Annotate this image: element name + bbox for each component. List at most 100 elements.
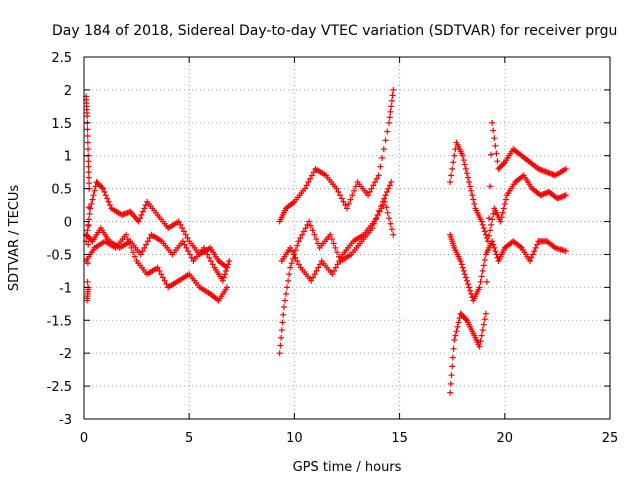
data-point: [351, 187, 358, 194]
data-point: [87, 205, 94, 212]
data-point: [209, 261, 216, 268]
data-point: [480, 262, 487, 269]
data-point: [294, 258, 301, 265]
data-point: [450, 345, 457, 352]
data-point: [307, 222, 314, 229]
data-point: [292, 247, 299, 254]
data-point: [388, 226, 395, 233]
data-point: [99, 185, 106, 192]
data-point: [315, 264, 322, 271]
data-point: [489, 119, 496, 126]
data-point: [302, 225, 309, 232]
data-point: [378, 203, 385, 210]
data-point: [390, 231, 397, 238]
data-point: [98, 184, 105, 191]
y-tick-label: 2.5: [51, 51, 72, 66]
data-point: [448, 372, 455, 379]
data-point: [221, 271, 228, 278]
data-point: [459, 152, 466, 159]
data-point: [390, 86, 397, 93]
data-point: [146, 235, 153, 241]
data-point: [451, 337, 458, 344]
data-point: [295, 261, 302, 268]
data-point: [327, 231, 334, 238]
data-point: [379, 198, 386, 205]
data-point: [386, 119, 393, 126]
data-point: [329, 271, 336, 278]
data-point: [340, 198, 347, 205]
x-tick-label: 0: [80, 431, 88, 446]
data-point: [562, 192, 569, 199]
data-point: [479, 267, 486, 274]
data-point: [366, 188, 373, 195]
data-point: [369, 225, 376, 232]
data-point: [181, 241, 188, 248]
data-point: [382, 192, 389, 199]
data-point: [85, 174, 92, 181]
data-point: [460, 267, 467, 274]
data-point: [466, 284, 473, 291]
y-axis-label: SDTVAR / TECUs: [7, 185, 22, 292]
data-point: [220, 274, 227, 281]
data-point: [307, 175, 314, 182]
data-point: [386, 114, 393, 121]
data-point: [493, 251, 500, 258]
data-point: [345, 200, 352, 207]
data-point: [459, 264, 466, 271]
data-point: [386, 215, 393, 222]
data-point: [287, 264, 294, 271]
points-layer: [83, 86, 569, 396]
data-point: [224, 264, 231, 271]
data-point: [106, 202, 113, 209]
data-point: [311, 231, 318, 238]
x-tick-label: 25: [602, 431, 619, 446]
data-point: [335, 253, 342, 260]
data-point: [135, 218, 142, 225]
data-point: [499, 209, 506, 216]
data-point: [143, 241, 150, 248]
data-point: [85, 222, 92, 229]
data-point: [328, 236, 335, 243]
data-point: [370, 182, 377, 189]
data-point: [373, 175, 380, 182]
x-axis-label: GPS time / hours: [293, 460, 402, 475]
data-point: [300, 228, 307, 235]
data-point: [531, 248, 538, 255]
data-point: [478, 218, 485, 225]
y-tick-label: 2: [64, 84, 72, 99]
data-point: [463, 170, 470, 177]
data-point: [480, 225, 487, 232]
data-point: [388, 179, 395, 186]
data-point: [477, 338, 484, 345]
data-point: [297, 235, 304, 241]
data-point: [84, 132, 91, 139]
data-point: [278, 334, 285, 341]
data-point: [451, 152, 458, 159]
data-point: [497, 218, 504, 225]
data-point: [480, 321, 487, 328]
x-tick-label: 5: [185, 431, 193, 446]
data-point: [468, 290, 475, 297]
chart-title: Day 184 of 2018, Sidereal Day-to-day VTE…: [52, 23, 617, 39]
data-point: [486, 215, 493, 222]
data-point: [463, 277, 470, 284]
y-tick-label: 0.5: [51, 183, 72, 198]
data-point: [154, 264, 161, 271]
data-point: [342, 202, 349, 209]
data-point: [202, 248, 209, 255]
data-point: [447, 380, 454, 387]
data-point: [219, 277, 226, 284]
data-point: [163, 281, 170, 288]
data-point: [333, 185, 340, 192]
data-point: [487, 183, 494, 190]
data-point: [490, 127, 497, 134]
data-point: [479, 327, 486, 334]
data-point: [365, 192, 372, 199]
data-point: [226, 258, 233, 265]
y-tick-label: 0: [64, 216, 72, 231]
data-point: [183, 244, 190, 251]
data-point: [458, 261, 465, 268]
data-point: [278, 327, 285, 334]
y-tick-label: 1: [64, 150, 72, 165]
data-point: [200, 244, 207, 251]
